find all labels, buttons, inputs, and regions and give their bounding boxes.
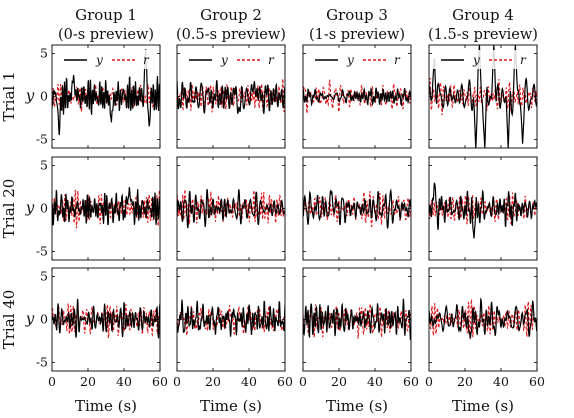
- column-title: Group 1: [75, 6, 137, 24]
- x-tick-label: 40: [367, 374, 383, 389]
- series-line-y: [429, 45, 537, 148]
- panel: 0 20 40 60: [173, 267, 293, 389]
- legend-label-y: y: [95, 53, 103, 67]
- y-axis-label: y: [25, 310, 35, 328]
- x-tick-label: 60: [152, 374, 168, 389]
- y-tick-label: 5: [40, 158, 48, 173]
- x-tick-label: 20: [457, 374, 473, 389]
- x-tick-label: 20: [205, 374, 221, 389]
- x-axis-label: Time (s): [200, 397, 262, 415]
- legend-box: [307, 50, 407, 69]
- column-title: Group 4: [452, 6, 514, 24]
- column-title: Group 3: [326, 6, 388, 24]
- x-tick-label: 0: [299, 374, 307, 389]
- y-tick-label: -5: [36, 243, 48, 258]
- x-axis-label: Time (s): [75, 397, 137, 415]
- y-tick-label: 5: [40, 46, 48, 61]
- row-label: Trial 20: [0, 179, 18, 239]
- row-label: Trial 1: [0, 71, 18, 121]
- series-line-r: [429, 192, 537, 226]
- panel: -505 y r: [36, 44, 161, 149]
- y-axis-label: y: [25, 87, 35, 105]
- x-axis-label: Time (s): [452, 397, 514, 415]
- legend-label-r: r: [268, 53, 275, 67]
- legend-box: [56, 50, 156, 69]
- legend-label-r: r: [520, 53, 527, 67]
- x-tick-label: 20: [80, 374, 96, 389]
- column-subtitle: (0-s preview): [58, 27, 154, 43]
- panel: [176, 156, 286, 261]
- column-subtitle: (1-s preview): [309, 27, 405, 43]
- panel: 0 20 40 60: [299, 267, 419, 389]
- x-tick-label: 60: [277, 374, 293, 389]
- legend-box: [181, 50, 281, 69]
- series-line-y: [303, 188, 411, 229]
- row-label: Trial 40: [0, 290, 18, 350]
- legend-label-r: r: [394, 53, 401, 67]
- x-tick-label: 40: [116, 374, 132, 389]
- series-line-r: [177, 78, 285, 113]
- x-tick-label: 40: [493, 374, 509, 389]
- x-axis-label: Time (s): [326, 397, 388, 415]
- panel: [428, 156, 538, 261]
- y-tick-label: 5: [40, 269, 48, 284]
- y-axis-label: y: [25, 199, 35, 217]
- series-line-y: [429, 297, 537, 339]
- series-line-y: [303, 298, 411, 341]
- series-line-y: [429, 182, 537, 239]
- legend-box: [433, 50, 533, 69]
- column-title: Group 2: [200, 6, 262, 24]
- panel: 0 20 40 60: [425, 267, 545, 389]
- legend-label-y: y: [472, 53, 480, 67]
- column-subtitle: (0.5-s preview): [176, 27, 286, 43]
- series-line-r: [177, 305, 285, 336]
- panel: -5 0 5: [36, 156, 161, 261]
- x-tick-label: 0: [48, 374, 56, 389]
- legend-label-y: y: [220, 53, 228, 67]
- y-tick-label: 0: [40, 89, 48, 104]
- y-tick-label: -5: [36, 131, 48, 146]
- series-line-y: [177, 189, 285, 229]
- series-line-y: [177, 80, 285, 114]
- series-line-y: [52, 298, 160, 339]
- y-tick-label: 0: [40, 312, 48, 327]
- panel: [302, 156, 412, 261]
- x-tick-label: 0: [173, 374, 181, 389]
- x-tick-label: 60: [403, 374, 419, 389]
- series-line-r: [177, 189, 285, 225]
- x-tick-label: 0: [425, 374, 433, 389]
- x-tick-label: 40: [241, 374, 257, 389]
- x-tick-label: 20: [331, 374, 347, 389]
- series-line-y: [303, 87, 411, 107]
- series-line-y: [177, 299, 285, 337]
- legend-label-y: y: [346, 53, 354, 67]
- y-tick-label: 0: [40, 201, 48, 216]
- series-line-y: [52, 49, 160, 136]
- series-line-r: [303, 301, 411, 340]
- series-line-y: [52, 186, 160, 226]
- x-tick-label: 60: [529, 374, 545, 389]
- y-tick-label: -5: [36, 354, 48, 369]
- column-subtitle: (1.5-s preview): [428, 27, 538, 43]
- legend-label-r: r: [143, 53, 150, 67]
